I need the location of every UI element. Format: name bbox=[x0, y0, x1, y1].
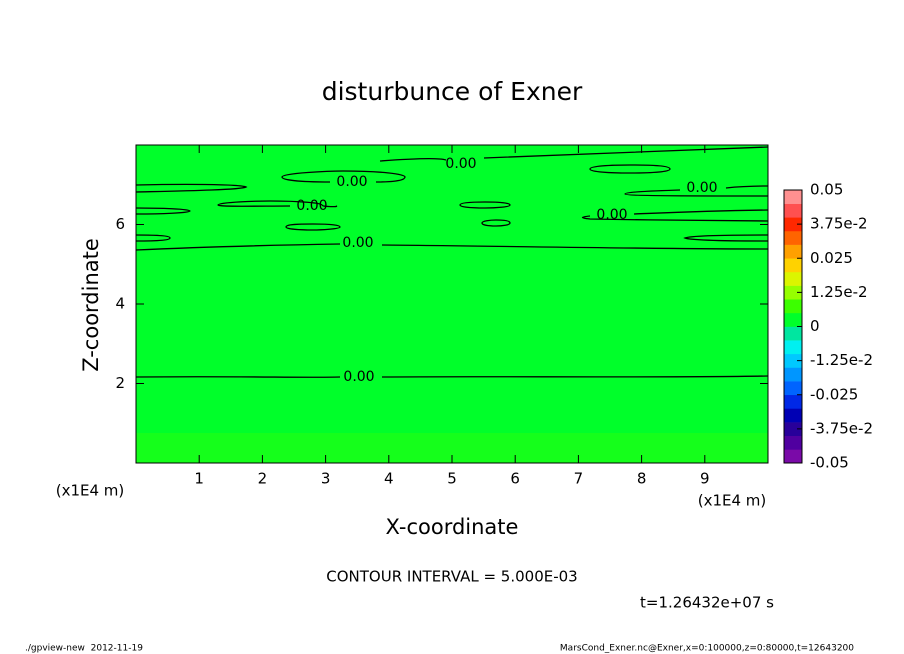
contour-line bbox=[135, 234, 171, 242]
x-tick-label: 2 bbox=[258, 470, 268, 488]
y-tick-label: 4 bbox=[115, 295, 125, 313]
chart-title: disturbunce of Exner bbox=[322, 77, 583, 106]
colorbar-band bbox=[784, 190, 802, 204]
time-label: t=1.26432e+07 s bbox=[640, 594, 774, 612]
contour-label: 0.00 bbox=[342, 235, 373, 251]
x-tick-label: 7 bbox=[574, 470, 584, 488]
contour-label: 0.00 bbox=[296, 198, 327, 214]
contour-line bbox=[683, 234, 769, 242]
contour-line bbox=[589, 164, 671, 174]
contour-label: 0.00 bbox=[343, 369, 374, 385]
y-tick-label: 6 bbox=[115, 215, 125, 233]
footer-left: ./gpview-new 2012-11-19 bbox=[25, 644, 143, 654]
y-tick-label: 2 bbox=[115, 374, 125, 392]
x-tick-label: 8 bbox=[637, 470, 647, 488]
colorbar-band bbox=[784, 230, 802, 245]
contour-label: 0.00 bbox=[596, 207, 627, 223]
contour-line bbox=[135, 243, 769, 251]
colorbar-band bbox=[784, 326, 802, 341]
contour-label: 0.00 bbox=[686, 180, 717, 196]
y-axis-label: Z-coordinate bbox=[79, 238, 103, 372]
colorbar-band bbox=[784, 449, 802, 464]
colorbar-band bbox=[784, 422, 802, 436]
x-tick-label: 6 bbox=[510, 470, 520, 488]
contour-line bbox=[135, 207, 191, 215]
field bbox=[136, 145, 768, 463]
contour-line bbox=[135, 375, 769, 378]
colorbar-tick-label: 0 bbox=[810, 317, 820, 335]
colorbar-tick-label: 0.025 bbox=[810, 249, 853, 267]
x-tick-label: 9 bbox=[700, 470, 710, 488]
colorbar-band bbox=[784, 408, 802, 423]
colorbar-band bbox=[784, 285, 802, 300]
contour-line bbox=[581, 209, 769, 222]
colorbar-tick-label: -3.75e-2 bbox=[810, 419, 873, 437]
contour-label: 0.00 bbox=[336, 174, 367, 190]
colorbar-band bbox=[784, 340, 802, 355]
colorbar-tick-label: 0.05 bbox=[810, 181, 843, 199]
y-unit: (x1E4 m) bbox=[56, 482, 125, 500]
x-tick-label: 4 bbox=[384, 470, 394, 488]
colorbar-band bbox=[784, 367, 802, 382]
colorbar-band bbox=[784, 271, 802, 286]
contour-line bbox=[135, 183, 248, 193]
colorbar-band bbox=[784, 394, 802, 409]
colorbar-band bbox=[784, 353, 802, 368]
x-unit: (x1E4 m) bbox=[698, 492, 767, 510]
footer-right: MarsCond_Exner.nc@Exner,x=0:100000,z=0:8… bbox=[560, 644, 854, 654]
contour-line bbox=[624, 185, 769, 197]
contour-line bbox=[481, 219, 511, 227]
contour-line bbox=[459, 201, 511, 209]
x-tick-label: 5 bbox=[447, 470, 457, 488]
colorbar-band bbox=[784, 312, 802, 327]
colorbar-band bbox=[784, 217, 802, 232]
contour-interval: CONTOUR INTERVAL = 5.000E-03 bbox=[326, 568, 577, 586]
contour-label: 0.00 bbox=[445, 156, 476, 172]
contour-line bbox=[217, 200, 338, 208]
colorbar-band bbox=[784, 435, 802, 450]
colorbar-tick-label: -1.25e-2 bbox=[810, 351, 873, 369]
colorbar-band bbox=[784, 258, 802, 273]
colorbar-band bbox=[784, 299, 802, 314]
contour-line bbox=[285, 223, 341, 231]
x-tick-label: 3 bbox=[321, 470, 331, 488]
colorbar-tick-label: -0.025 bbox=[810, 385, 858, 403]
contour-line bbox=[379, 146, 769, 162]
x-axis-label: X-coordinate bbox=[386, 515, 519, 539]
colorbar-band bbox=[784, 203, 802, 218]
colorbar-band bbox=[784, 244, 802, 259]
contour-line bbox=[281, 170, 406, 183]
colorbar-band bbox=[784, 381, 802, 396]
x-tick-label: 1 bbox=[194, 470, 204, 488]
colorbar-tick-label: -0.05 bbox=[810, 454, 849, 472]
colorbar-tick-label: 1.25e-2 bbox=[810, 283, 868, 301]
colorbar-tick-label: 3.75e-2 bbox=[810, 215, 868, 233]
